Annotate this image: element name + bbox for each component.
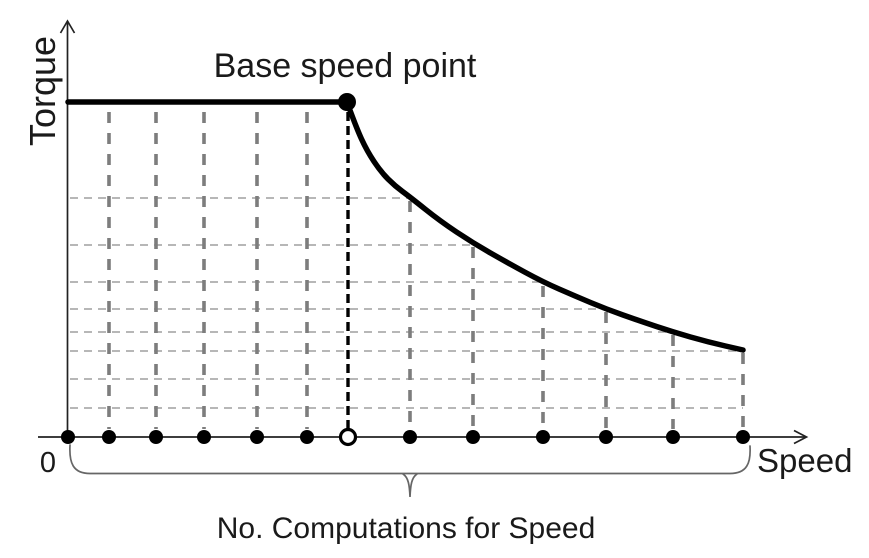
speed-computation-dot <box>149 430 163 444</box>
brace-tip <box>402 473 418 498</box>
speed-range-brace <box>69 444 751 498</box>
x-axis-label: Speed <box>757 442 852 479</box>
speed-computation-dot <box>736 430 750 444</box>
speed-computation-dot <box>61 430 75 444</box>
speed-computation-dots <box>61 427 750 447</box>
torque-level-gridlines <box>70 197 743 409</box>
base-speed-annotation: Base speed point <box>214 47 477 85</box>
origin-label: 0 <box>40 447 56 479</box>
torque-speed-curve <box>65 93 746 353</box>
speed-computation-dot <box>300 430 314 444</box>
base-speed-point-marker <box>338 93 356 111</box>
base-speed-axis-dot <box>338 427 358 447</box>
speed-computation-dot <box>197 430 211 444</box>
y-axis-arrow-icon <box>59 19 76 34</box>
speed-computation-dot <box>466 430 480 444</box>
brace-line <box>69 444 751 475</box>
speed-computation-dot <box>102 430 116 444</box>
x-axis-arrow-icon <box>793 429 809 445</box>
speed-computation-dot <box>403 430 417 444</box>
speed-computation-dot <box>666 430 680 444</box>
y-axis-label: Torque <box>22 36 63 146</box>
speed-sample-gridlines <box>107 112 745 429</box>
brace-label: No. Computations for Speed <box>217 512 596 545</box>
speed-computation-dot <box>599 430 613 444</box>
speed-computation-dot <box>536 430 550 444</box>
speed-computation-dot <box>250 430 264 444</box>
field-weakening-segment <box>344 99 746 353</box>
